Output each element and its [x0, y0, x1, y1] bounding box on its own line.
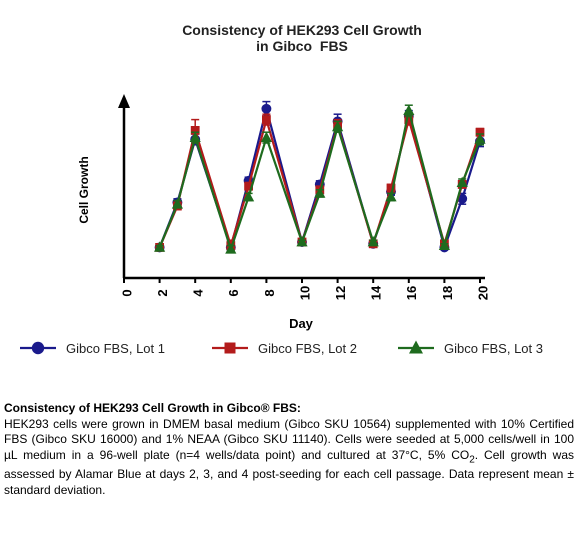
legend-label: Gibco FBS, Lot 2: [258, 341, 357, 356]
data-point: [262, 115, 271, 124]
x-tick-label-16: 16: [404, 286, 419, 300]
caption-text-2: . Cell growth was assessed by Alamar Blu…: [4, 447, 574, 497]
x-tick-label-10: 10: [297, 286, 312, 300]
x-tick-label-18: 18: [440, 286, 455, 300]
data-point: [243, 191, 255, 202]
data-point: [260, 131, 272, 142]
x-tick-label-14: 14: [369, 285, 384, 300]
x-tick-label-12: 12: [333, 286, 348, 300]
caption-title: Consistency of HEK293 Cell Growth in Gib…: [4, 401, 301, 415]
chart-title-line-1: Consistency of HEK293 Cell Growth: [182, 22, 422, 38]
growth-chart: Consistency of HEK293 Cell Growth in Gib…: [20, 22, 543, 356]
legend-marker: [31, 341, 45, 355]
data-point: [438, 239, 450, 250]
figure-caption: Consistency of HEK293 Cell Growth in Gib…: [4, 401, 574, 498]
x-tick-label-2: 2: [155, 289, 170, 296]
data-point: [367, 236, 379, 247]
data-point: [475, 127, 485, 137]
legend-label: Gibco FBS, Lot 1: [66, 341, 165, 356]
data-point: [403, 104, 415, 115]
data-point: [171, 198, 183, 209]
legend-item-2: Gibco FBS, Lot 2: [212, 341, 357, 356]
x-tick-label-8: 8: [262, 289, 277, 296]
legend-marker: [224, 342, 236, 354]
data-point: [314, 187, 326, 198]
series-3: [154, 104, 486, 254]
legend-label: Gibco FBS, Lot 3: [444, 341, 543, 356]
x-tick-label-6: 6: [226, 289, 241, 296]
legend-item-3: Gibco FBS, Lot 3: [398, 340, 543, 356]
y-axis-label: Cell Growth: [77, 156, 91, 223]
data-point: [332, 120, 344, 132]
data-point: [154, 241, 166, 252]
chart-title-line-2: in Gibco FBS: [256, 38, 348, 54]
x-tick-label-4: 4: [191, 289, 206, 297]
series-1: [154, 100, 485, 253]
x-tick-label-20: 20: [475, 286, 490, 300]
legend: Gibco FBS, Lot 1 Gibco FBS, Lot 2 Gibco FB…: [20, 340, 543, 356]
data-point: [225, 243, 237, 254]
x-tick-label-0: 0: [119, 289, 134, 296]
legend-marker: [409, 340, 423, 354]
x-ticks: 0 2 4 6 8 10 12 14 16 18 20: [119, 278, 490, 300]
data-point: [385, 191, 397, 202]
legend-item-1: Gibco FBS, Lot 1: [20, 341, 165, 356]
series-layer: [154, 100, 486, 254]
y-axis-arrow: [118, 94, 130, 108]
data-point: [189, 131, 201, 142]
data-point: [190, 126, 200, 135]
data-point: [456, 176, 468, 187]
x-axis-label: Day: [289, 316, 314, 331]
data-point: [386, 183, 396, 193]
caption-subscript: 2: [469, 453, 475, 465]
data-point: [474, 133, 486, 144]
data-point: [261, 103, 272, 114]
axes: [118, 94, 485, 280]
caption-body: HEK293 cells were grown in DMEM basal me…: [4, 417, 574, 499]
caption-text-1: HEK293 cells were grown in DMEM basal me…: [4, 416, 574, 462]
data-point: [296, 236, 308, 247]
data-point: [404, 115, 414, 124]
data-point: [244, 181, 253, 191]
